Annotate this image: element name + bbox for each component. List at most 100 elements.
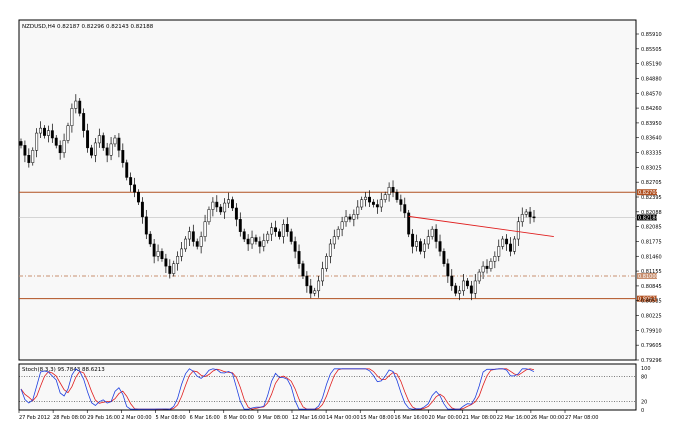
candle-body[interactable] [19,141,23,146]
candle-body[interactable] [328,243,332,257]
candle-body[interactable] [532,216,536,219]
candle-body[interactable] [58,145,62,154]
candle-body[interactable] [477,271,481,282]
candle-body[interactable] [184,238,187,250]
candles-group[interactable] [19,94,536,301]
candle-body[interactable] [23,145,27,156]
candle-body[interactable] [281,224,285,237]
candle-body[interactable] [368,196,371,203]
candle-body[interactable] [219,206,223,213]
stochastic-frame[interactable] [18,363,637,411]
candle-body[interactable] [520,214,524,223]
candle-body[interactable] [70,108,74,126]
candle-body[interactable] [270,227,274,235]
candle-body[interactable] [344,216,348,223]
candle-body[interactable] [54,137,58,146]
candle-body[interactable] [446,263,450,277]
candle-body[interactable] [101,135,105,149]
candle-body[interactable] [262,240,266,247]
candle-body[interactable] [340,221,344,230]
candle-body[interactable] [418,241,422,252]
candle-body[interactable] [27,155,31,163]
candle-body[interactable] [242,231,246,240]
candle-body[interactable] [438,241,442,252]
candle-body[interactable] [113,137,117,145]
candle-body[interactable] [82,113,86,131]
candle-body[interactable] [356,206,360,215]
candle-body[interactable] [195,241,199,247]
candle-body[interactable] [231,199,234,209]
candle-body[interactable] [462,280,465,292]
candle-body[interactable] [371,201,375,205]
candle-body[interactable] [348,216,352,220]
candle-body[interactable] [203,221,207,237]
candle-body[interactable] [528,211,532,218]
candle-body[interactable] [109,143,113,156]
candle-body[interactable] [387,187,391,195]
candle-body[interactable] [43,127,46,136]
candle-body[interactable] [493,256,497,262]
trendline-group[interactable] [408,215,554,238]
candle-body[interactable] [86,130,90,149]
candle-body[interactable] [465,280,469,287]
candle-body[interactable] [426,236,430,245]
candle-body[interactable] [379,199,383,208]
trendline[interactable] [408,215,554,238]
candle-body[interactable] [411,233,415,247]
candle-body[interactable] [31,150,35,163]
candle-body[interactable] [266,233,270,241]
candle-body[interactable] [125,162,129,178]
candle-body[interactable] [485,265,489,269]
candle-body[interactable] [473,280,477,294]
candle-body[interactable] [434,228,438,242]
candle-body[interactable] [211,201,215,210]
candle-body[interactable] [407,212,411,235]
candle-body[interactable] [254,237,258,242]
candle-body[interactable] [336,228,340,237]
candle-body[interactable] [524,211,528,215]
candle-body[interactable] [375,204,379,208]
candle-body[interactable] [227,199,230,204]
candle-body[interactable] [297,251,301,264]
candle-body[interactable] [234,207,238,220]
candle-body[interactable] [454,285,458,294]
candle-body[interactable] [144,216,148,235]
candle-body[interactable] [39,127,43,134]
candle-body[interactable] [317,280,321,292]
candle-body[interactable] [191,231,195,242]
candle-body[interactable] [133,184,137,193]
candle-body[interactable] [305,275,309,287]
candle-body[interactable] [187,231,191,240]
candle-body[interactable] [62,140,66,154]
candle-body[interactable] [497,246,501,257]
candle-body[interactable] [148,233,152,245]
candle-body[interactable] [238,219,242,232]
candle-body[interactable] [481,265,485,273]
candle-body[interactable] [129,177,133,186]
candle-body[interactable] [180,248,184,257]
candle-body[interactable] [469,285,473,294]
candle-body[interactable] [422,243,426,252]
candle-body[interactable] [223,202,227,213]
candle-body[interactable] [35,132,39,151]
candle-body[interactable] [160,251,164,260]
candle-body[interactable] [313,290,317,294]
candle-body[interactable] [403,204,407,214]
candle-body[interactable] [172,263,176,274]
candle-body[interactable] [489,260,493,269]
candle-body[interactable] [450,275,454,287]
candle-body[interactable] [301,263,305,277]
candle-body[interactable] [66,125,70,141]
candle-body[interactable] [516,221,520,240]
candle-body[interactable] [274,227,277,232]
candle-body[interactable] [289,231,293,242]
candle-body[interactable] [105,147,109,156]
horizontal-levels[interactable]: 0.82705 0.80535 0.81000 0.82188 [19,189,659,303]
candle-body[interactable] [176,256,180,264]
main-chart-frame[interactable] [18,19,637,361]
candle-body[interactable] [46,130,50,136]
candle-body[interactable] [364,196,368,200]
candle-body[interactable] [258,241,262,247]
candle-body[interactable] [168,265,172,274]
candle-body[interactable] [442,251,446,264]
